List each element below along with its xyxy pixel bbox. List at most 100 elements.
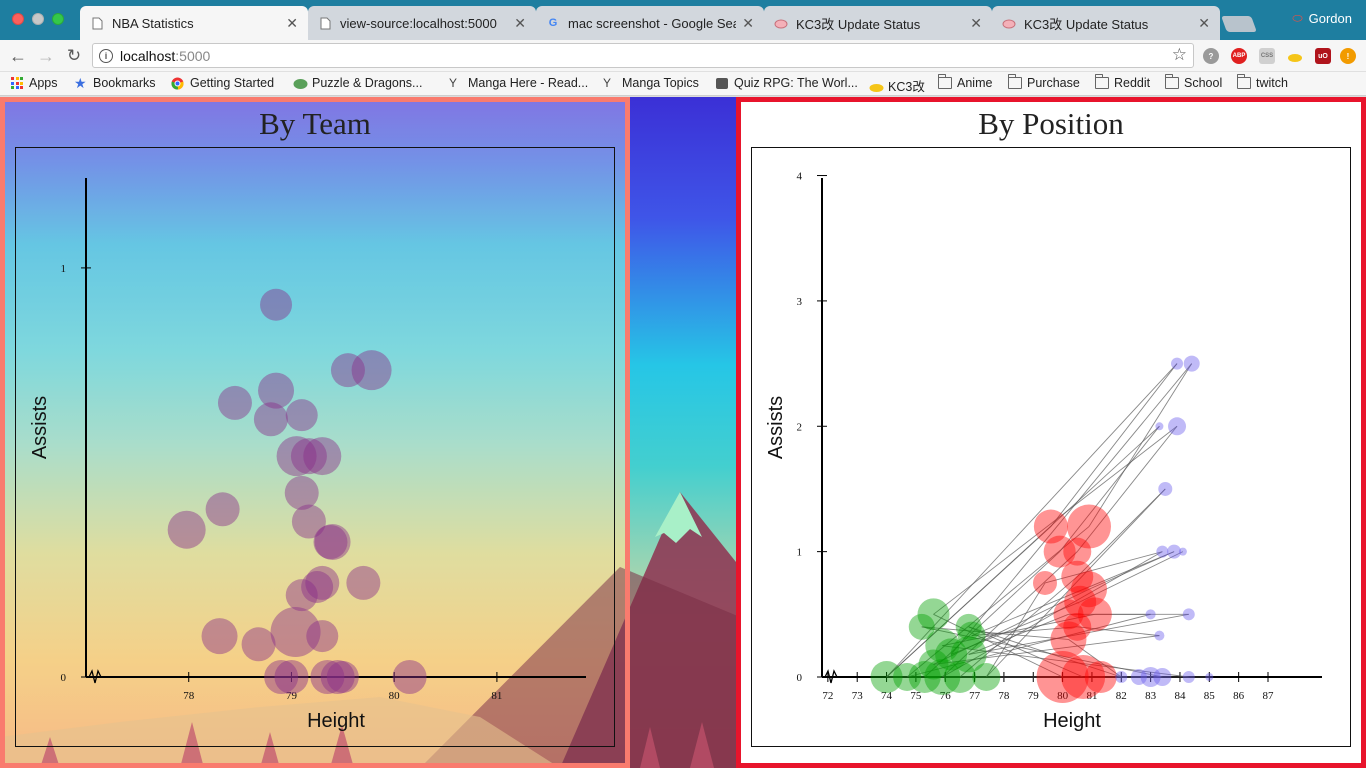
data-point	[1071, 571, 1108, 608]
data-point	[955, 613, 982, 640]
data-point	[1067, 504, 1112, 549]
panel-title: By Position	[978, 106, 1124, 141]
close-icon[interactable]: ✕	[514, 14, 526, 31]
data-point	[270, 607, 321, 657]
data-point	[1205, 673, 1214, 681]
bookmarks-bar: Apps ★ Bookmarks Getting Started Puzzle …	[0, 72, 1366, 96]
bookmark-purchase[interactable]: Purchase	[1007, 74, 1080, 90]
x-tick-label: 83	[1145, 690, 1157, 702]
tab-google-search[interactable]: G mac screenshot - Google Sear ✕	[536, 6, 764, 40]
data-point	[260, 288, 293, 321]
address-port: :5000	[175, 47, 211, 64]
data-point	[326, 661, 359, 693]
connector-line	[942, 645, 1189, 678]
close-window-button[interactable]	[12, 13, 24, 25]
data-point	[346, 565, 381, 600]
x-tick-label: 81	[491, 690, 502, 702]
data-point	[1158, 481, 1173, 496]
bookmark-label: Reddit	[1114, 76, 1151, 90]
bookmark-label: Bookmarks	[93, 76, 156, 90]
profile-button[interactable]: ⬭ Gordon	[1292, 11, 1352, 26]
data-point	[320, 660, 355, 694]
tab-kc3-status-2[interactable]: KC3改 Update Status ✕	[992, 6, 1220, 40]
tab-kc3-status-1[interactable]: KC3改 Update Status ✕	[764, 6, 992, 40]
ublock-icon[interactable]: uO	[1315, 48, 1331, 64]
star-icon: ★	[74, 75, 87, 91]
connector-line	[942, 551, 1163, 678]
y-tick-label: 4	[797, 171, 803, 183]
data-point	[935, 638, 968, 671]
connector-line	[985, 582, 1046, 678]
help-icon[interactable]: ?	[1203, 48, 1219, 64]
bookmark-quiz-rpg[interactable]: Quiz RPG: The Worl...	[715, 76, 858, 90]
address-bar[interactable]: i localhost:5000 ☆	[92, 43, 1194, 68]
bookmark-bookmarks[interactable]: ★ Bookmarks	[74, 76, 156, 90]
close-icon[interactable]: ✕	[286, 14, 298, 31]
bookmark-label: School	[1184, 76, 1223, 90]
connector-line	[921, 626, 1163, 678]
x-tick-label: 79	[286, 690, 298, 702]
apps-icon	[11, 77, 24, 89]
bookmark-puzzle-dragons[interactable]: Puzzle & Dragons...	[293, 76, 422, 90]
by-position-plot-frame: 72 73 74 75 76 77 78 79 80 81 82 83 84 85 86 87 0 1 2 3 4 Hei…	[751, 147, 1351, 747]
manga-icon: Y	[603, 76, 612, 90]
maximize-window-button[interactable]	[52, 13, 64, 25]
folder-icon	[1094, 74, 1109, 89]
data-point	[1061, 655, 1106, 699]
by-team-panel: By Team 78 79 80 81 0 1 Height Assists	[0, 97, 630, 768]
tab-view-source[interactable]: view-source:localhost:5000 ✕	[308, 6, 536, 40]
x-tick-label: 82	[1116, 690, 1127, 702]
bookmark-star-icon[interactable]: ☆	[1171, 45, 1187, 64]
data-point	[1167, 544, 1182, 559]
x-tick-label: 87	[1262, 690, 1274, 702]
data-point	[306, 620, 339, 653]
bookmark-school[interactable]: School	[1164, 74, 1223, 90]
new-tab-button[interactable]	[1221, 16, 1257, 32]
data-point	[1154, 630, 1165, 641]
css-icon[interactable]: CSS	[1259, 48, 1275, 64]
data-point	[301, 571, 334, 603]
tab-nba-statistics[interactable]: NBA Statistics ✕	[80, 6, 308, 40]
data-point	[313, 525, 348, 559]
bookmark-apps[interactable]: Apps	[11, 76, 58, 90]
close-icon[interactable]: ✕	[970, 14, 982, 31]
data-point	[924, 659, 961, 695]
connector-line	[942, 613, 1095, 647]
back-icon[interactable]: ←	[9, 45, 27, 66]
data-point	[276, 436, 317, 477]
bookmark-kc3[interactable]: KC3改	[869, 76, 925, 95]
bookmark-reddit[interactable]: Reddit	[1094, 74, 1151, 90]
data-point	[1084, 661, 1117, 693]
connector-line	[1080, 551, 1184, 603]
x-tick-label: 78	[183, 690, 195, 702]
by-team-scatter: 78 79 80 81 0 1 Height Assists	[29, 178, 586, 732]
data-point	[1153, 668, 1172, 686]
bookmark-anime[interactable]: Anime	[937, 74, 992, 90]
connector-line	[1059, 425, 1160, 552]
close-icon[interactable]: ✕	[742, 14, 754, 31]
close-icon[interactable]: ✕	[1198, 14, 1210, 31]
data-point	[1178, 547, 1187, 556]
y-tick-label: 3	[797, 296, 803, 308]
info-icon[interactable]: i	[99, 48, 113, 63]
bookmark-twitch[interactable]: twitch	[1236, 74, 1288, 90]
bookmark-getting-started[interactable]: Getting Started	[171, 76, 274, 90]
reload-icon[interactable]: ↻	[66, 46, 82, 65]
bookmark-manga-here[interactable]: Y Manga Here - Read...	[449, 76, 588, 90]
x-tick-label: 77	[969, 690, 981, 702]
forward-icon[interactable]: →	[37, 45, 55, 66]
bookmark-manga-topics[interactable]: Y Manga Topics	[603, 76, 699, 90]
data-point	[392, 660, 427, 694]
data-point	[1053, 599, 1084, 630]
connector-line	[906, 526, 1090, 678]
data-point	[1140, 667, 1161, 687]
warning-icon[interactable]: !	[1340, 48, 1356, 64]
kc3-extension-icon[interactable]	[1287, 48, 1303, 64]
y-tick-label: 2	[797, 421, 803, 433]
minimize-window-button[interactable]	[32, 13, 44, 25]
data-point	[1050, 621, 1087, 658]
x-tick-label: 72	[822, 690, 833, 702]
data-point	[908, 661, 941, 693]
connector-line	[968, 626, 1084, 678]
adblock-icon[interactable]: ABP	[1231, 48, 1247, 64]
